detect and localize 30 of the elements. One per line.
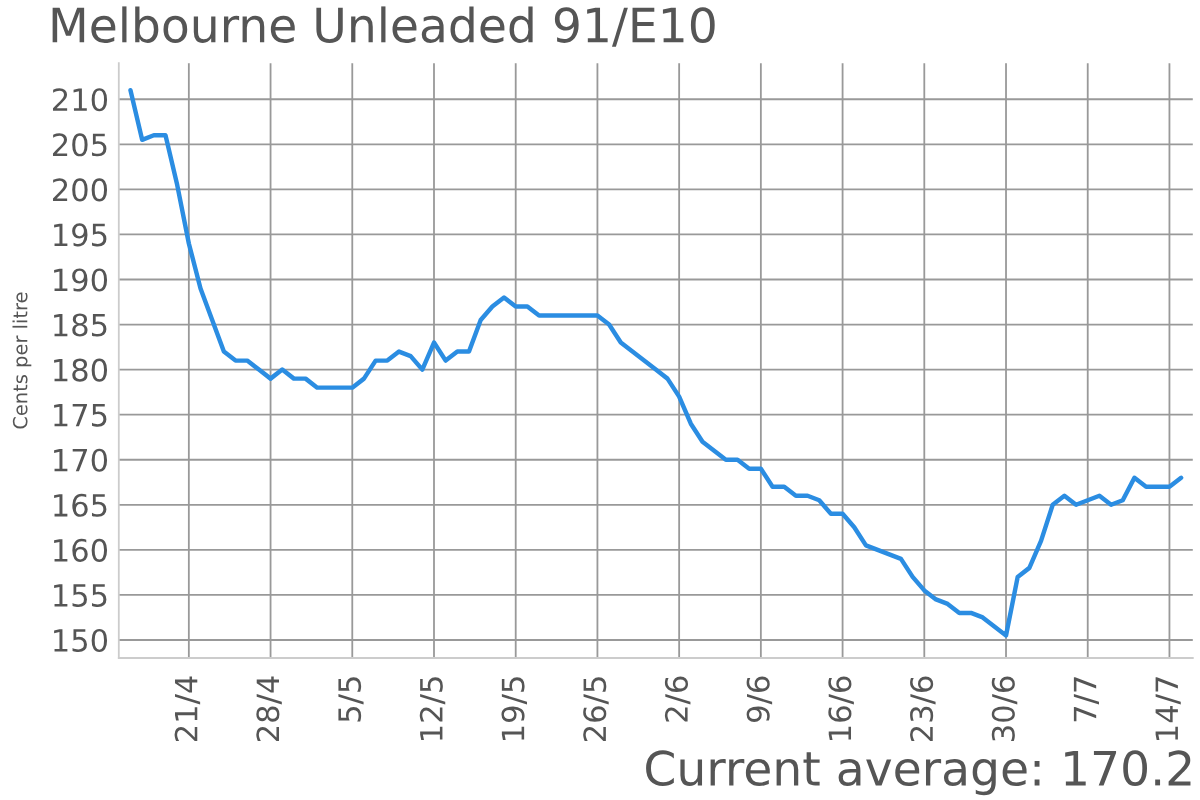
y-tick-label: 175 [54,404,107,427]
x-tick-label: 16/6 [828,676,854,740]
y-tick-label: 210 [52,88,108,112]
x-tick-label: 14/7 [1155,677,1181,740]
text: Current average: 170.2 [646,750,1191,796]
y-tick-label: 150 [54,628,108,653]
x-tick-label: 30/6 [991,676,1018,741]
y-tick-label: 170 [54,448,108,472]
x-tick-label: 21/4 [174,676,201,742]
line-series [128,88,1184,638]
x-tick-label: 5/5 [338,677,364,722]
y-tick-label: 195 [54,223,107,247]
y-tick-label: 200 [52,178,108,202]
y-tick-label: 205 [52,133,107,157]
y-tick-label: 160 [54,538,108,562]
y-tick-label: 185 [54,313,107,337]
y-tick-label: 180 [54,358,108,382]
x-tick-label: 28/4 [256,676,282,742]
x-tick-label: 9/6 [746,676,773,722]
y-axis-title: Cents per litre [12,292,32,429]
y-tick-label: 155 [54,584,107,607]
x-tick-label: 7/7 [1073,677,1099,722]
x-tick-label: 19/5 [501,677,527,740]
y-tick-label: 190 [54,268,108,292]
chart-title: Melbourne Unleaded 91/E10 [52,6,715,47]
x-tick-label: 23/6 [910,676,936,742]
x-tick-label: 26/5 [583,677,609,742]
x-tick-label: 12/5 [419,677,446,740]
x-tick-label: 2/6 [664,676,691,722]
y-tick-label: 165 [54,493,107,517]
